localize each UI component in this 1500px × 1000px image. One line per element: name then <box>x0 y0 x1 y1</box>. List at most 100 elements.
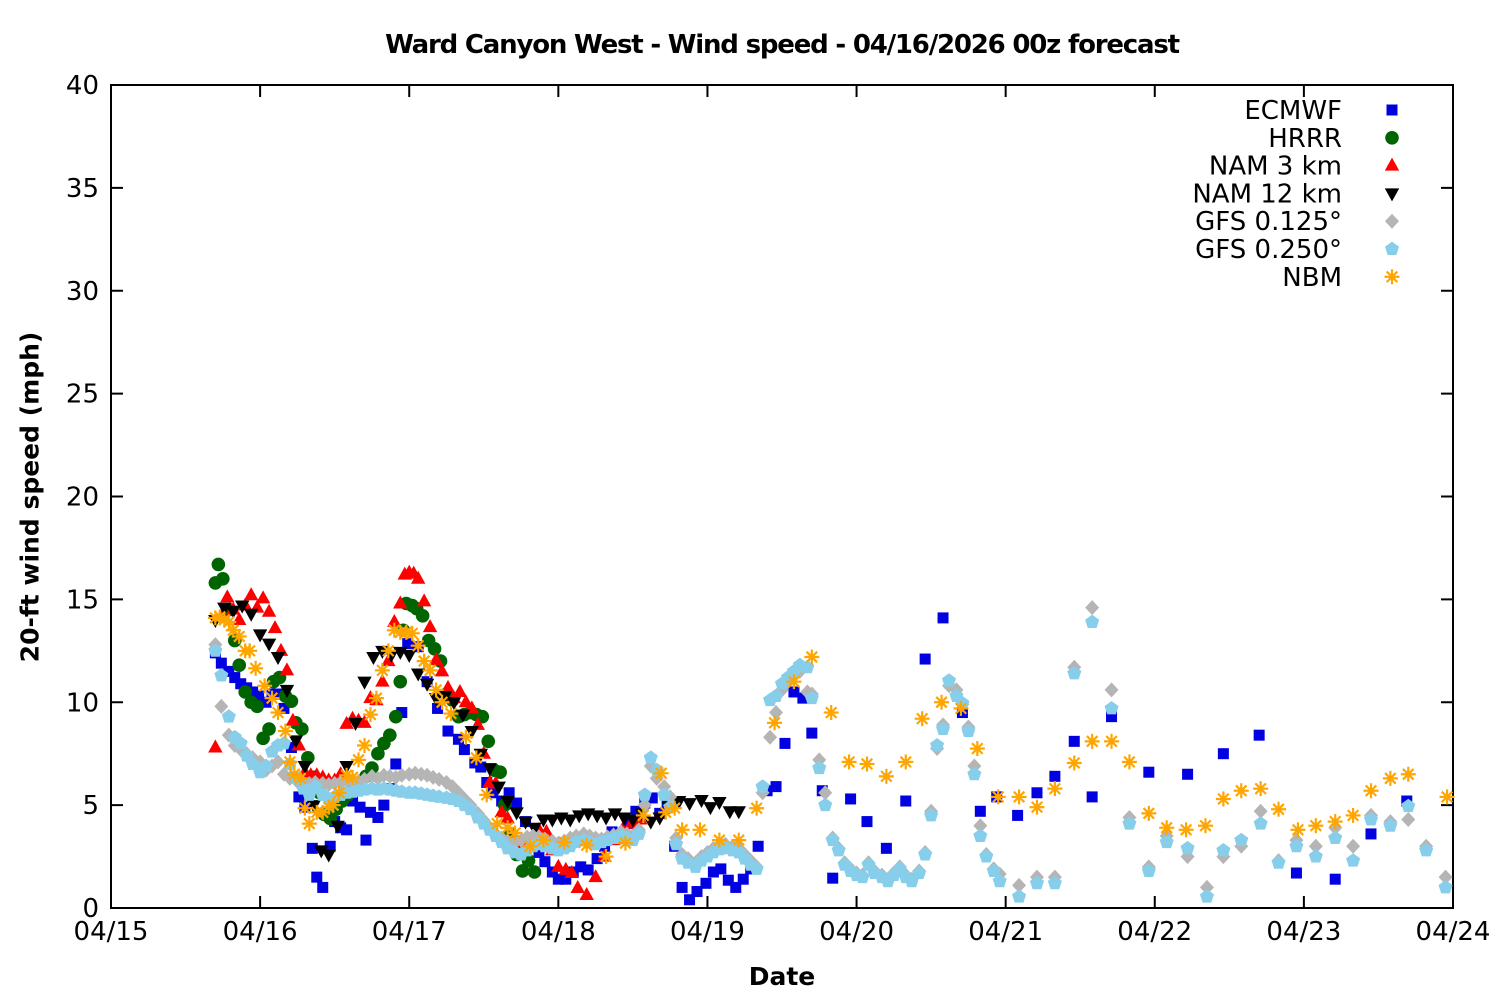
legend-label-hrrr: HRRR <box>1268 124 1342 154</box>
data-point <box>458 694 474 708</box>
data-point <box>493 765 507 780</box>
data-point <box>537 834 550 847</box>
data-point <box>1440 790 1454 803</box>
data-point <box>861 816 873 828</box>
data-point <box>1067 666 1082 680</box>
data-point <box>491 781 506 795</box>
data-point <box>797 692 809 704</box>
data-point <box>1308 838 1323 854</box>
data-point <box>229 672 241 684</box>
data-point <box>455 709 471 723</box>
data-point <box>387 614 402 628</box>
data-point <box>1029 875 1045 890</box>
data-point <box>992 873 1007 888</box>
data-point <box>370 692 383 705</box>
data-point <box>1383 818 1398 832</box>
data-point <box>930 738 945 752</box>
data-point <box>1104 701 1119 715</box>
data-point <box>855 869 870 884</box>
data-point <box>1419 842 1434 857</box>
data-point <box>1272 803 1285 816</box>
x-tick-label: 04/16 <box>223 917 298 947</box>
data-point <box>279 662 295 676</box>
x-tick-label: 04/20 <box>819 917 894 947</box>
data-point <box>1347 809 1360 822</box>
data-point <box>341 824 353 836</box>
data-point <box>1402 768 1415 781</box>
data-point <box>1123 755 1136 768</box>
data-point <box>211 557 226 572</box>
data-point <box>271 754 286 770</box>
data-point <box>214 668 229 682</box>
data-point <box>1068 756 1081 770</box>
data-point <box>216 572 230 586</box>
data-point <box>410 570 426 584</box>
data-point <box>250 699 264 714</box>
data-point <box>358 739 371 752</box>
data-point <box>372 811 384 823</box>
data-point <box>974 805 986 817</box>
data-point <box>243 644 256 657</box>
data-point <box>220 589 235 603</box>
data-point <box>503 787 515 799</box>
data-point <box>402 649 417 663</box>
data-point <box>330 820 345 834</box>
data-point <box>631 826 646 840</box>
data-point <box>501 821 514 834</box>
data-point <box>509 807 524 821</box>
data-point <box>1122 816 1137 830</box>
data-point <box>480 788 493 801</box>
data-point <box>452 683 468 697</box>
data-point <box>693 823 707 836</box>
data-point <box>545 814 560 828</box>
data-point <box>750 802 763 815</box>
data-point <box>1217 792 1230 806</box>
data-point <box>1068 735 1080 747</box>
data-point <box>1049 770 1061 782</box>
data-point <box>381 653 396 667</box>
data-point <box>1048 782 1061 795</box>
data-point <box>271 706 285 719</box>
data-point <box>787 675 801 688</box>
series-nbm <box>207 609 1455 865</box>
data-point <box>1363 812 1379 826</box>
data-point <box>607 808 623 822</box>
data-point <box>1384 157 1400 171</box>
y-tick-label: 15 <box>66 585 99 615</box>
data-point <box>288 768 301 781</box>
data-point <box>511 797 523 809</box>
data-point <box>769 705 784 721</box>
data-point <box>1199 889 1214 903</box>
data-point <box>259 758 274 773</box>
x-tick-label: 04/17 <box>372 917 447 947</box>
data-point <box>630 805 642 817</box>
data-point <box>986 863 1001 877</box>
data-point <box>712 797 727 811</box>
data-point <box>265 692 279 705</box>
data-point <box>737 873 749 885</box>
data-point <box>825 832 840 847</box>
legend-label-gfs-0-125: GFS 0.125° <box>1195 207 1342 237</box>
data-point <box>1086 735 1099 748</box>
data-point <box>221 709 236 723</box>
data-point <box>1346 853 1361 867</box>
data-point <box>324 840 336 852</box>
data-point <box>247 686 259 698</box>
data-point <box>283 755 297 768</box>
data-point <box>637 797 652 813</box>
data-point <box>233 736 248 750</box>
data-point <box>1253 729 1265 741</box>
data-point <box>1199 819 1212 832</box>
legend-label-gfs-0-250: GFS 0.250° <box>1195 235 1342 265</box>
data-point <box>1384 241 1400 255</box>
data-point <box>1271 855 1286 869</box>
data-point <box>918 847 933 861</box>
data-point <box>1254 782 1267 795</box>
data-point <box>1401 812 1416 828</box>
data-point <box>298 802 311 815</box>
legend-label-ecmwf: ECMWF <box>1244 96 1342 126</box>
data-point <box>352 753 365 766</box>
data-point <box>657 787 672 801</box>
data-point <box>1182 768 1194 780</box>
